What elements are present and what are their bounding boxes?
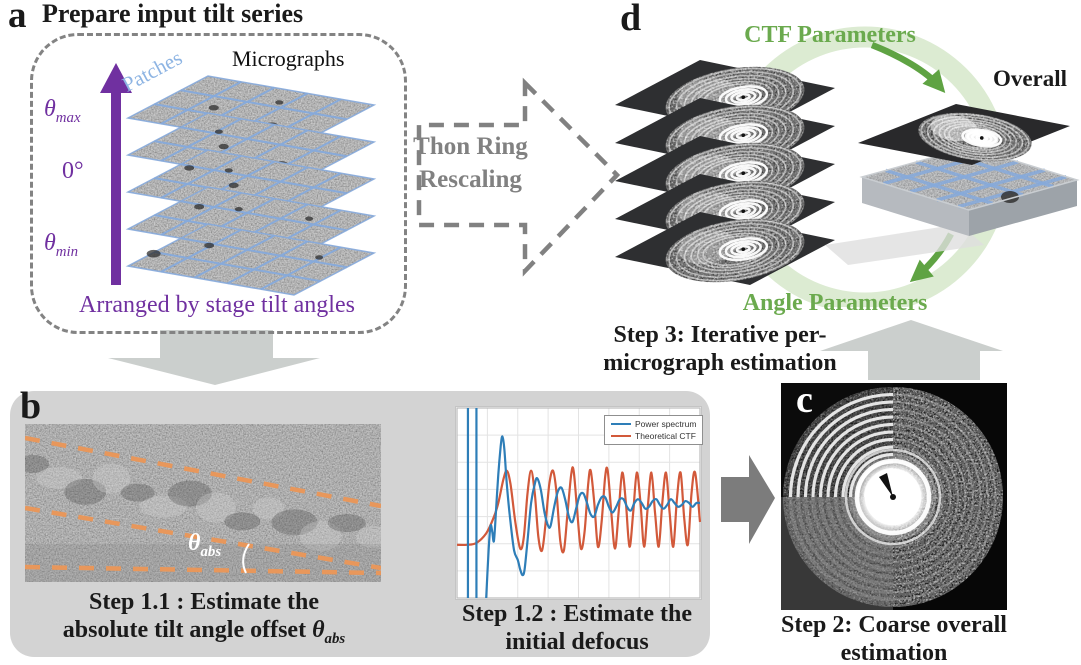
overall-label: Overall [992,66,1068,91]
theta-max-label: θmax [44,96,81,126]
micrograph-stack [125,75,377,296]
overall-micrograph-slab [859,146,1080,211]
step2-caption-line1: Step 2: Coarse overall [781,612,1007,638]
legend-line-theoretical-ctf [611,435,631,437]
coarse-thon-ring-image [781,383,1007,610]
step11-caption-line1: Step 1.1 : Estimate the [89,589,319,615]
zero-degree-label: 0° [62,158,84,184]
flow-arrow-a-to-b [108,330,320,385]
tilted-micrograph-image [25,424,381,582]
flow-arrow-c-to-d [820,320,1003,380]
plot-legend: Power spectrum Theoretical CTF [604,415,704,445]
slab-shadow [825,224,984,265]
panel-c-label: c [796,379,813,421]
step11-caption-line2: absolute tilt angle offset θabs [62,617,346,647]
panel-d-graphic [615,26,1080,307]
step2-caption-line2: estimation [840,640,948,665]
angle-parameters-label: Angle Parameters [742,290,928,316]
angle-arc [242,543,250,574]
micrographs-label: Micrographs [232,46,345,71]
step12-caption-line1: Step 1.2 : Estimate the [462,601,692,627]
legend-label-power-spectrum: Power spectrum [635,419,697,429]
panel-a-caption: Arranged by stage tilt angles [79,292,355,318]
power-spectrum-sheet [615,212,835,285]
tilt-axis-arrow [100,63,132,285]
legend-line-power-spectrum [611,423,631,425]
panel-d-label: d [620,0,642,39]
legend-label-theoretical-ctf: Theoretical CTF [635,431,696,441]
theta-min-label: θmin [44,230,79,260]
flow-arrow-plot-to-c [721,455,775,544]
panel-a-dashed-box [30,33,407,334]
thon-ring-rescaling-arrow [416,77,621,277]
ctf-cycle-arrow-top [870,41,946,94]
panel-a-label: a [8,0,27,36]
ctf-parameters-label: CTF Parameters [744,22,916,48]
step3-caption-line1: Step 3: Iterative per- [613,322,827,348]
step12-caption-line2: initial defocus [505,629,649,655]
thon-rescaling-label-line2: Rescaling [419,166,522,193]
overall-power-spectrum-plane [858,104,1070,165]
panel-b-label: b [20,385,42,427]
step3-caption-line2: micrograph estimation [603,350,837,376]
theta-abs-annotation: θabs [188,530,222,560]
thon-rescaling-label-line1: Thon Ring [413,133,528,160]
panel-a-title: Prepare input tilt series [42,0,304,28]
